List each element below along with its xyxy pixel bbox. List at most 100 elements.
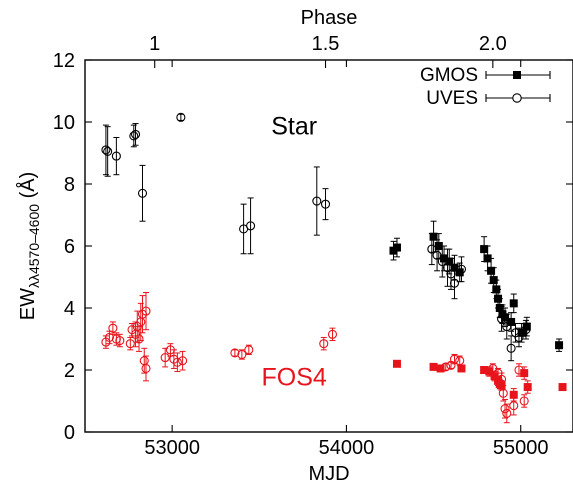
data-point: [319, 339, 329, 349]
y-tick-label: 8: [64, 174, 75, 196]
y-tick-label: 10: [53, 112, 75, 134]
data-point: [101, 145, 111, 155]
data-point: [432, 250, 442, 260]
y-tick-label: 12: [53, 50, 75, 72]
data-point: [483, 254, 492, 263]
data-point: [517, 328, 526, 337]
data-point: [514, 332, 524, 343]
data-point: [111, 151, 121, 161]
top-x-axis-label: Phase: [301, 7, 358, 29]
top-phase-tick-label: 1: [149, 33, 160, 55]
data-point: [523, 383, 532, 392]
data-point: [108, 323, 118, 333]
data-point: [103, 146, 113, 156]
data-point: [455, 268, 464, 277]
data-point: [445, 257, 454, 266]
data-point: [137, 188, 148, 198]
data-point: [449, 278, 460, 288]
y-axis-label: EWλλ4570–4600 (Å): [16, 172, 42, 321]
top-phase-tick-label: 1.5: [312, 33, 340, 55]
data-point: [446, 269, 456, 279]
data-point: [502, 322, 512, 332]
data-point: [141, 363, 151, 374]
data-point: [427, 244, 437, 254]
y-tick-label: 6: [64, 236, 75, 258]
data-point: [327, 329, 338, 339]
legend-label-uves: UVES: [426, 88, 478, 109]
data-point: [456, 264, 467, 274]
data-point: [178, 356, 188, 366]
data-point: [134, 334, 144, 344]
y-axis-label-main: EW: [17, 288, 39, 320]
data-point: [392, 359, 401, 368]
top-phase-tick-label: 2.0: [479, 33, 507, 55]
series-star-circle: [101, 112, 531, 362]
data-point: [176, 112, 186, 122]
data-point: [429, 232, 438, 241]
data-point: [497, 381, 506, 390]
legend-symbol-gmos: [485, 71, 551, 79]
data-point: [429, 362, 438, 371]
data-point: [502, 408, 512, 418]
data-point: [130, 129, 141, 139]
data-point: [230, 348, 240, 358]
y-axis-label-subscript: λλ4570–4600: [26, 204, 42, 288]
data-point: [172, 357, 182, 367]
data-point: [500, 404, 510, 414]
data-point: [436, 364, 445, 373]
data-point: [312, 196, 322, 206]
data-point: [244, 345, 254, 355]
x-tick-label: 54000: [319, 437, 375, 459]
data-point: [449, 354, 460, 364]
data-point: [558, 383, 567, 392]
data-point: [160, 353, 170, 363]
y-tick-label: 2: [64, 360, 75, 382]
series-star-square: [389, 220, 564, 352]
legend-symbol-uves: [485, 93, 551, 103]
data-point: [437, 256, 447, 267]
data-point: [509, 390, 518, 399]
data-point: [125, 339, 135, 349]
x-tick-label: 53000: [144, 437, 200, 459]
x-tick-label: 55000: [493, 437, 549, 459]
data-point: [490, 372, 499, 381]
y-tick-label: 0: [64, 422, 75, 444]
annotation-star: Star: [271, 112, 317, 140]
data-point: [434, 242, 443, 250]
data-point: [521, 325, 531, 335]
data-point: [320, 199, 331, 209]
annotation-fos4: FOS4: [261, 364, 326, 392]
data-point: [487, 266, 496, 275]
data-point: [519, 396, 529, 406]
data-point: [392, 243, 401, 252]
data-point: [480, 366, 489, 374]
data-point: [104, 332, 114, 343]
y-axis-label-unit: (Å): [16, 172, 39, 204]
data-point: [555, 341, 564, 350]
data-point: [509, 299, 518, 308]
series-fos4-circle: [101, 292, 529, 424]
data-point: [520, 369, 529, 378]
legend-label-gmos: GMOS: [420, 65, 478, 86]
legend: GMOS UVES: [420, 65, 551, 109]
x-axis-label: MJD: [308, 463, 349, 485]
data-point: [506, 343, 516, 353]
data-point: [509, 401, 519, 411]
data-point: [115, 335, 125, 346]
data-point: [246, 221, 256, 231]
data-point: [129, 131, 139, 141]
data-point: [496, 314, 507, 324]
data-point: [507, 317, 516, 326]
axes: 53000 54000 55000 0 2 4 6 8 10 12 1 1.5 2.0: [53, 33, 573, 459]
data-point: [440, 254, 449, 263]
plot-area: [101, 112, 567, 424]
y-tick-label: 4: [64, 298, 75, 320]
data-point: [485, 367, 494, 376]
data-point: [457, 364, 466, 373]
data-point: [522, 322, 531, 331]
data-point: [141, 306, 151, 316]
data-point: [480, 245, 489, 254]
series-fos4-square: [392, 359, 567, 402]
data-point: [495, 304, 504, 312]
